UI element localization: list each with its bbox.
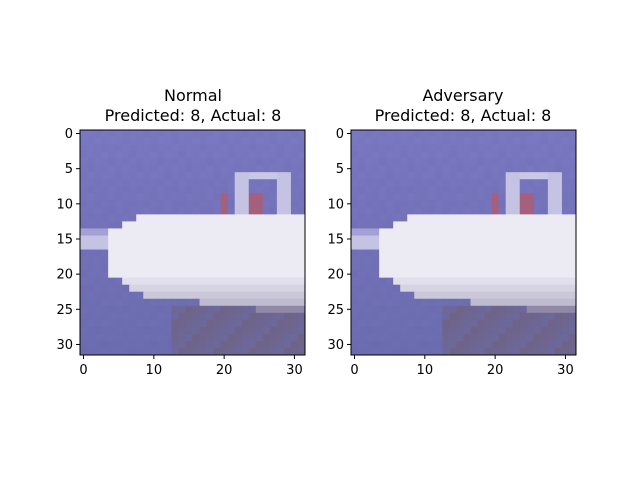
y-tick-label: 15 bbox=[56, 232, 73, 247]
y-tick-label: 5 bbox=[65, 162, 73, 177]
panel-subtitle-normal: Predicted: 8, Actual: 8 bbox=[105, 106, 282, 125]
y-tick-label: 20 bbox=[56, 268, 73, 283]
x-tick-label: 20 bbox=[216, 363, 233, 378]
y-tick-label: 0 bbox=[336, 127, 344, 142]
y-tick-label: 10 bbox=[56, 197, 73, 212]
y-axis-ticks-adversary: 0 5 10 15 20 25 30 bbox=[327, 127, 351, 353]
x-tick-label: 30 bbox=[557, 363, 574, 378]
boat-image-adversary bbox=[351, 130, 577, 356]
x-axis-ticks-adversary: 0 10 20 30 bbox=[350, 355, 574, 378]
panel-title-normal: Normal bbox=[164, 86, 222, 105]
y-tick-label: 25 bbox=[327, 303, 344, 318]
y-axis-ticks-normal: 0 5 10 15 20 25 30 bbox=[56, 127, 80, 353]
y-tick-label: 15 bbox=[327, 232, 344, 247]
panel-title-adversary: Adversary bbox=[423, 86, 504, 105]
panel-adversary: Adversary Predicted: 8, Actual: 8 0 10 20 3… bbox=[327, 86, 577, 378]
y-tick-label: 0 bbox=[65, 127, 73, 142]
y-tick-label: 20 bbox=[327, 268, 344, 283]
x-axis-ticks-normal: 0 10 20 30 bbox=[79, 355, 303, 378]
y-tick-label: 25 bbox=[56, 303, 73, 318]
x-tick-label: 30 bbox=[286, 363, 303, 378]
boat-image-normal bbox=[80, 130, 306, 356]
x-tick-label: 10 bbox=[146, 363, 163, 378]
x-tick-label: 10 bbox=[417, 363, 434, 378]
panel-normal: Normal Predicted: 8, Actual: 8 0 10 20 30 0… bbox=[56, 86, 306, 378]
x-tick-label: 0 bbox=[350, 363, 358, 378]
y-tick-label: 30 bbox=[56, 338, 73, 353]
panel-subtitle-adversary: Predicted: 8, Actual: 8 bbox=[375, 106, 552, 125]
plot-frame bbox=[350, 129, 577, 356]
plot-frame bbox=[79, 129, 306, 356]
y-tick-label: 30 bbox=[327, 338, 344, 353]
y-tick-label: 10 bbox=[327, 197, 344, 212]
x-tick-label: 0 bbox=[79, 363, 87, 378]
x-tick-label: 20 bbox=[487, 363, 504, 378]
y-tick-label: 5 bbox=[336, 162, 344, 177]
